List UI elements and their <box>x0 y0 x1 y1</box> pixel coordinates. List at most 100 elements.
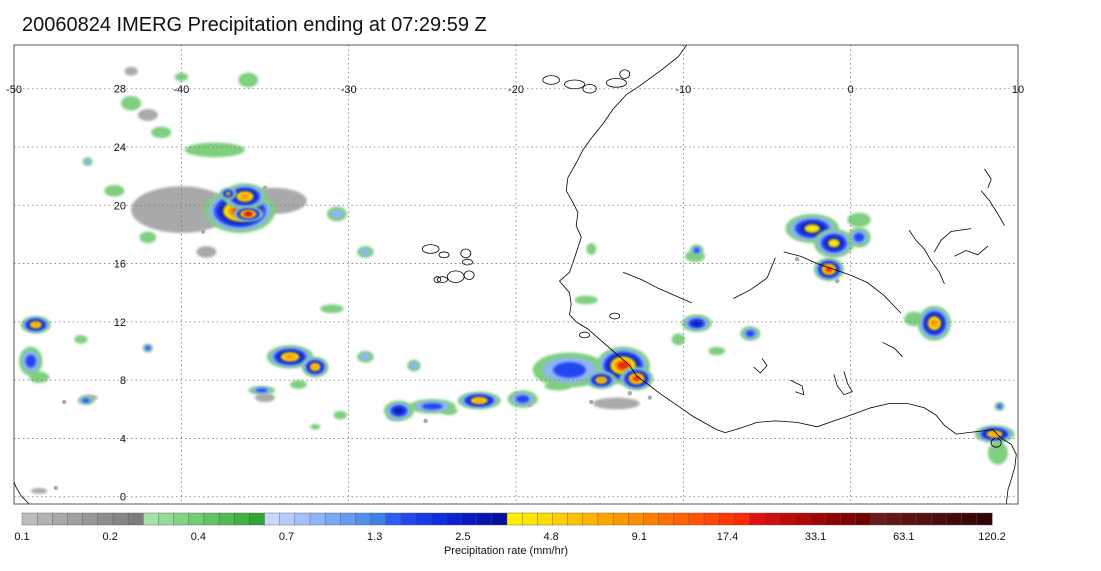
colorbar-swatch <box>173 512 190 526</box>
colorbar-swatch <box>749 512 766 526</box>
colorbar-swatch <box>628 512 644 526</box>
island-outline <box>564 79 586 90</box>
colorbar-swatch <box>52 512 68 526</box>
inland-water-line <box>882 341 903 358</box>
precip-contour <box>421 403 443 410</box>
colorbar-swatch <box>506 512 523 526</box>
precip-patch <box>254 393 276 402</box>
island-outline <box>433 276 442 283</box>
precip-cell <box>974 425 1015 443</box>
precip-contour <box>553 362 586 378</box>
colorbar-swatch <box>370 512 387 526</box>
precip-contour <box>989 431 1000 437</box>
island-outline <box>462 258 473 266</box>
inland-water-line <box>753 358 768 374</box>
precip-patch <box>131 186 232 233</box>
colorbar-swatch <box>324 512 341 526</box>
island-outline <box>438 251 450 259</box>
precip-cell <box>740 326 761 341</box>
precip-patch <box>987 441 1008 465</box>
precip-speckle <box>262 185 268 190</box>
precip-speckle <box>423 418 428 424</box>
precip-contour <box>84 158 91 165</box>
colorbar-swatch <box>582 512 599 526</box>
colorbar-swatch <box>885 512 902 526</box>
colorbar-tick-label: 120.2 <box>978 531 1006 543</box>
colorbar-swatch <box>946 512 963 526</box>
inland-water-line <box>783 251 902 314</box>
colorbar-swatch <box>794 512 811 526</box>
colorbar-swatch <box>521 512 538 526</box>
colorbar-tick-label: 0.7 <box>279 531 294 543</box>
lon-tick-label: -20 <box>508 84 524 96</box>
lon-tick-label: -10 <box>675 84 691 96</box>
colorbar-swatch <box>188 512 205 526</box>
island-outline <box>609 312 621 320</box>
precip-patch <box>151 126 172 139</box>
colorbar-swatch <box>249 512 265 526</box>
lat-tick-label: 0 <box>120 492 126 504</box>
precip-cell <box>813 228 855 258</box>
colorbar-swatch <box>112 512 129 526</box>
precip-speckle <box>794 257 800 262</box>
precip-contour <box>516 395 530 403</box>
precip-speckle <box>647 395 653 400</box>
precip-patch <box>310 423 321 430</box>
precip-contour <box>745 330 755 337</box>
island-outline <box>460 248 472 259</box>
precip-patch <box>708 346 726 356</box>
colorbar-tick-label: 4.8 <box>543 531 558 543</box>
colorbar-swatch <box>67 512 84 526</box>
precip-contour <box>29 371 50 384</box>
precip-cell <box>301 356 329 378</box>
precip-contour <box>804 224 820 233</box>
precip-speckle <box>282 194 288 199</box>
island-outline <box>463 270 475 281</box>
colorbar-swatch <box>961 512 978 526</box>
precip-patch <box>121 96 142 111</box>
colorbar-swatch <box>900 512 917 526</box>
axis-tick-labels: -50 -40 -30 -20 -10 0 10 0 4 8 12 16 20 24 28 <box>6 84 1024 504</box>
precip-cell <box>266 345 314 369</box>
inland-water-line <box>622 271 692 304</box>
colorbar-swatch <box>688 512 705 526</box>
colorbar-swatch <box>718 512 735 526</box>
colorbar-swatch <box>779 512 796 526</box>
lon-tick-label: 0 <box>848 84 854 96</box>
precip-cell <box>813 257 844 282</box>
precip-cell <box>847 227 871 248</box>
colorbar-swatch <box>309 512 326 526</box>
precip-patch <box>124 66 138 76</box>
precip-patch <box>196 246 217 258</box>
colorbar-swatch <box>764 512 781 526</box>
colorbar-swatch <box>491 512 508 526</box>
precip-contour <box>617 361 629 370</box>
precip-contour <box>597 378 605 383</box>
colorbar-swatch <box>264 512 281 526</box>
precip-speckle <box>53 485 59 491</box>
colorbar-swatch <box>82 512 99 526</box>
inland-water-line <box>790 379 805 396</box>
colorbar-swatch <box>97 512 114 526</box>
colorbar-swatch <box>825 512 841 526</box>
colorbar-swatch <box>340 512 356 526</box>
colorbar-tick-label: 9.1 <box>632 531 647 543</box>
inland-water-line <box>984 168 992 188</box>
colorbar-swatch <box>673 512 690 526</box>
precip-patch <box>184 142 245 158</box>
lon-tick-label: -50 <box>6 84 22 96</box>
colorbar-swatch <box>703 512 720 526</box>
precip-cell <box>142 343 153 353</box>
precip-cell <box>357 351 374 363</box>
precip-contour <box>255 388 268 393</box>
precip-contour <box>473 398 485 403</box>
colorbar-tick-label: 0.4 <box>191 531 206 543</box>
precip-cell <box>248 385 276 395</box>
precip-contour <box>82 398 90 403</box>
precip-contour <box>691 320 702 327</box>
precip-contour <box>245 212 252 216</box>
precip-cell <box>29 371 50 384</box>
colorbar-swatch <box>855 512 872 526</box>
precip-cell <box>357 246 374 258</box>
